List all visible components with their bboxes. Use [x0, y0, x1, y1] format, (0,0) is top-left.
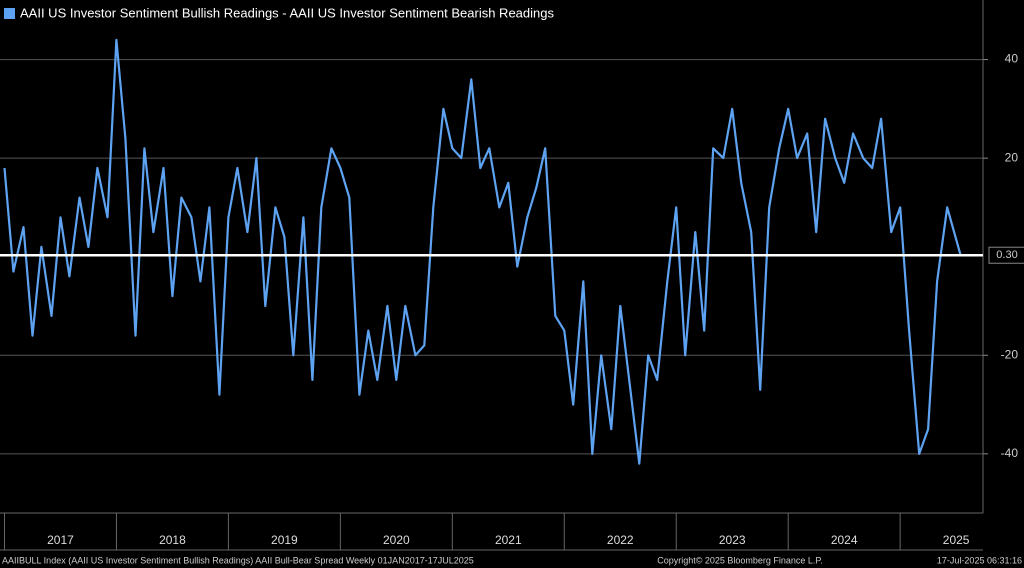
x-tick-label: 2025 [943, 533, 970, 547]
x-tick-label: 2024 [831, 533, 858, 547]
y-tick-label: 40 [1005, 52, 1019, 66]
x-tick-label: 2022 [607, 533, 634, 547]
x-tick-label: 2018 [159, 533, 186, 547]
footer-source: AAIIBULL Index (AAII US Investor Sentime… [2, 555, 474, 565]
x-tick-label: 2017 [47, 533, 74, 547]
legend-swatch [4, 8, 15, 19]
legend-label: AAII US Investor Sentiment Bullish Readi… [20, 5, 554, 20]
series-line [3, 38, 962, 465]
y-tick-label: -20 [1001, 347, 1019, 361]
y-tick-label: -40 [1001, 446, 1019, 460]
footer-timestamp: 17-Jul-2025 06:31:16 [937, 555, 1022, 565]
x-tick-label: 2021 [495, 533, 522, 547]
y-tick-label: 20 [1005, 150, 1019, 164]
x-tick-label: 2019 [271, 533, 298, 547]
last-value-label: 0.30 [996, 249, 1017, 261]
x-tick-label: 2020 [383, 533, 410, 547]
x-tick-label: 2023 [719, 533, 746, 547]
footer-copyright: Copyright© 2025 Bloomberg Finance L.P. [657, 555, 823, 565]
last-value-box [988, 246, 1024, 264]
